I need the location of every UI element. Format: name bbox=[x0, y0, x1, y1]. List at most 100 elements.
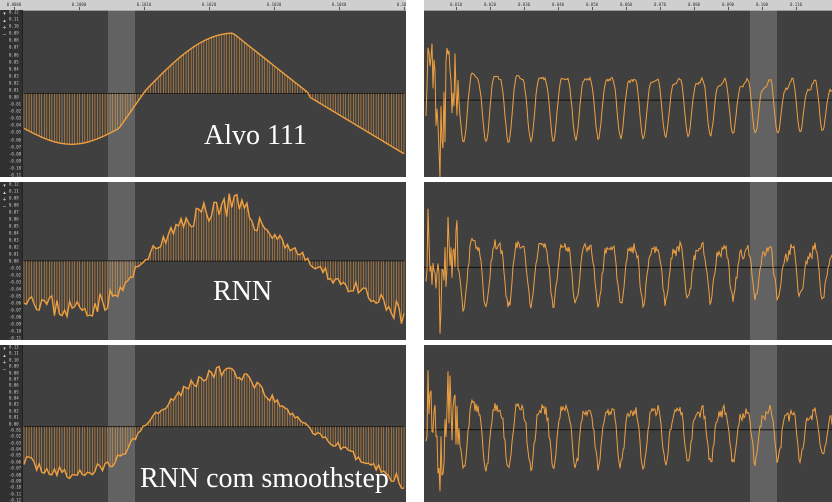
expand-icon[interactable]: ▴ bbox=[3, 18, 6, 24]
ruler-tick bbox=[456, 7, 457, 10]
scale-label: -0.07 bbox=[9, 465, 22, 471]
ruler-tick-label: 0.020 bbox=[483, 2, 497, 7]
scale-label: -0.09 bbox=[9, 478, 22, 484]
scale-label: 0.08 bbox=[9, 202, 19, 208]
scale-label: -0.08 bbox=[9, 151, 22, 157]
ruler-tick-label: 0.0080 bbox=[6, 2, 22, 7]
zoom-in-icon[interactable]: + bbox=[2, 25, 7, 31]
waveform-panel-rnn-smoothstep[interactable]: 0.12 0.11 0.10 0.09 0.08 0.07 0.06 0.05 0.04 0.03… bbox=[0, 345, 406, 502]
waveform-line bbox=[425, 208, 832, 334]
waveform-display[interactable] bbox=[0, 345, 406, 502]
zoom-out-icon[interactable]: − bbox=[2, 367, 7, 373]
ruler-tick-label: 0.1010 bbox=[136, 2, 152, 7]
scale-label: -0.06 bbox=[9, 137, 22, 143]
zoom-out-icon[interactable]: − bbox=[2, 204, 7, 210]
scale-label: 0.06 bbox=[9, 216, 19, 222]
waveform-panel-rnn[interactable]: 0.12 0.11 0.09 0.08 0.07 0.06 0.05 0.04 0.03 0.02… bbox=[0, 182, 406, 340]
scale-label: 0.09 bbox=[9, 195, 19, 201]
scale-label: 0.09 bbox=[9, 363, 19, 369]
ruler-tick-label: 0.090 bbox=[721, 2, 735, 7]
ruler-tick-label: 0.100 bbox=[755, 2, 769, 7]
collapse-icon[interactable]: ▾ bbox=[3, 183, 6, 189]
scale-label: -0.05 bbox=[9, 293, 22, 299]
ruler-tick bbox=[524, 7, 525, 10]
ruler-tick-label: 0.040 bbox=[551, 2, 565, 7]
amplitude-scale: 0.12 0.11 0.09 0.08 0.07 0.06 0.05 0.04 0.03 0.02… bbox=[0, 182, 23, 340]
scale-label: 0.06 bbox=[9, 382, 19, 388]
scale-label: -0.09 bbox=[9, 321, 22, 327]
expand-icon[interactable]: ▴ bbox=[3, 190, 6, 196]
ruler-tick bbox=[79, 7, 80, 10]
scale-label: -0.12 bbox=[9, 497, 22, 502]
scale-label: 0.00 bbox=[9, 258, 19, 264]
ruler-tick bbox=[274, 7, 275, 10]
panel-label-rnn: RNN bbox=[213, 276, 273, 307]
scale-label: 0.05 bbox=[9, 223, 19, 229]
waveform-display[interactable] bbox=[424, 182, 832, 340]
selection-region[interactable] bbox=[108, 345, 135, 502]
scale-label: -0.10 bbox=[9, 165, 22, 171]
scale-label: 0.11 bbox=[9, 350, 19, 356]
scale-label: 0.05 bbox=[9, 389, 19, 395]
zoom-out-icon[interactable]: − bbox=[2, 32, 7, 38]
scale-label: -0.03 bbox=[9, 440, 22, 446]
waveform-panel-target[interactable]: 0.0080 0.1000 0.1010 0.1020 0.1030 0.1040 0.10… bbox=[0, 0, 406, 177]
scale-label: 0.12 bbox=[9, 9, 19, 15]
ruler-tick bbox=[694, 7, 695, 10]
scale-label: -0.04 bbox=[9, 122, 22, 128]
scale-label: -0.06 bbox=[9, 459, 22, 465]
scale-label: 0.08 bbox=[9, 370, 19, 375]
amplitude-scale: 0.12 0.11 0.10 0.09 0.08 0.07 0.06 0.05 0.04 0.03… bbox=[0, 345, 23, 502]
waveform-panel-rnn-zoomed-out[interactable] bbox=[424, 182, 832, 340]
ruler-tick-label: 0.010 bbox=[449, 2, 463, 7]
amplitude-scale: 0.12 0.11 0.10 0.09 0.08 0.07 0.06 0.05 0.04 0.03… bbox=[0, 10, 23, 177]
ruler-tick-label: 0.110 bbox=[789, 2, 803, 7]
zoom-in-icon[interactable]: + bbox=[2, 360, 7, 366]
panel-label-target: Alvo 111 bbox=[204, 120, 307, 151]
scale-label: -0.02 bbox=[9, 433, 22, 439]
collapse-icon[interactable]: ▾ bbox=[3, 346, 6, 352]
expand-icon[interactable]: ▴ bbox=[3, 353, 6, 359]
waveform-panel-target-zoomed-out[interactable]: 0.010 0.020 0.030 0.040 0.050 0.060 0.070 0.080… bbox=[424, 0, 832, 177]
scale-label: -0.11 bbox=[9, 491, 22, 497]
scale-label: 0.11 bbox=[9, 16, 19, 22]
waveform-display[interactable] bbox=[0, 10, 406, 177]
waveform-line bbox=[23, 365, 405, 489]
ruler-tick bbox=[626, 7, 627, 10]
scale-label: -0.07 bbox=[9, 144, 22, 150]
ruler-tick-label: 0.1000 bbox=[71, 2, 87, 7]
scale-label: 0.03 bbox=[9, 73, 19, 79]
ruler-tick-label: 0.1030 bbox=[266, 2, 282, 7]
scale-label: 0.02 bbox=[9, 244, 19, 250]
ruler-tick-label: 0.1040 bbox=[331, 2, 347, 7]
scale-label: 0.00 bbox=[9, 421, 19, 426]
scale-label: -0.07 bbox=[9, 307, 22, 313]
waveform-panel-rnn-smoothstep-zoomed-out[interactable] bbox=[424, 345, 832, 502]
scale-label: -0.05 bbox=[9, 129, 22, 135]
scale-label: 0.10 bbox=[9, 23, 19, 29]
zoom-in-icon[interactable]: + bbox=[2, 197, 7, 203]
time-ruler[interactable]: 0.010 0.020 0.030 0.040 0.050 0.060 0.070 0.080… bbox=[424, 0, 832, 11]
waveform-display[interactable] bbox=[0, 182, 406, 340]
scale-label: 0.09 bbox=[9, 30, 19, 36]
ruler-tick-label: 0.050 bbox=[585, 2, 599, 7]
scale-label: 0.10 bbox=[9, 357, 19, 363]
time-ruler[interactable]: 0.0080 0.1000 0.1010 0.1020 0.1030 0.1040 0.10… bbox=[0, 0, 406, 11]
ruler-tick-label: 0.030 bbox=[517, 2, 531, 7]
scale-label: -0.09 bbox=[9, 158, 22, 164]
ruler-tick bbox=[558, 7, 559, 10]
scale-label: -0.08 bbox=[9, 472, 22, 477]
scale-label: 0.07 bbox=[9, 376, 19, 382]
waveform-display[interactable] bbox=[424, 10, 832, 177]
collapse-icon[interactable]: ▾ bbox=[3, 11, 6, 17]
ruler-tick bbox=[592, 7, 593, 10]
scale-label: -0.10 bbox=[9, 484, 22, 490]
selection-region[interactable] bbox=[750, 345, 777, 502]
scale-label: 0.03 bbox=[9, 237, 19, 243]
scale-label: -0.03 bbox=[9, 115, 22, 121]
waveform-display[interactable] bbox=[424, 345, 832, 502]
waveform-line bbox=[23, 32, 405, 155]
scale-label: -0.10 bbox=[9, 328, 22, 334]
scale-label: -0.04 bbox=[9, 286, 22, 292]
scale-label: 0.12 bbox=[9, 182, 19, 187]
